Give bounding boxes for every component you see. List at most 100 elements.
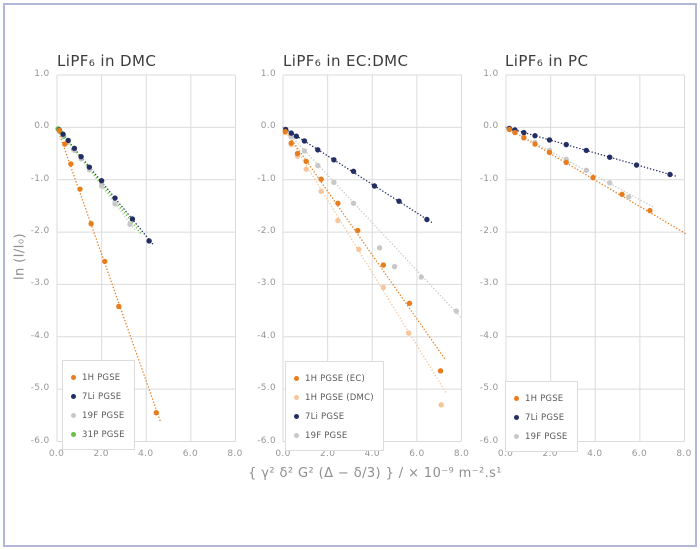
data-point: [350, 200, 357, 206]
y-tick-label: -6.0: [479, 435, 499, 446]
legend-marker-icon: [294, 433, 299, 438]
y-tick-label: 0.0: [483, 121, 499, 132]
data-point: [531, 141, 538, 147]
legend-item: 7Li PGSE: [71, 387, 125, 406]
x-axis-label: { γ² δ² G² (Δ − δ/3) } / × 10⁻⁹ m⁻².s¹: [248, 466, 502, 481]
y-tick-label: -6.0: [257, 435, 276, 446]
legend-item: 19F PGSE: [71, 406, 125, 425]
legend-item: 19F PGSE: [294, 426, 374, 445]
x-tick-label: 0.0: [497, 448, 514, 459]
data-point: [126, 221, 133, 227]
data-point: [335, 200, 341, 206]
trendline: [282, 126, 433, 223]
plot-area-pc: [504, 74, 686, 442]
legend-label: 19F PGSE: [525, 431, 568, 442]
data-point: [563, 141, 569, 148]
data-point: [506, 126, 512, 133]
data-point: [405, 330, 412, 336]
y-tick-label: -2.0: [479, 226, 499, 237]
data-point: [511, 129, 518, 136]
legend-marker-icon: [514, 434, 519, 439]
data-point: [633, 162, 639, 168]
legend-label: 7Li PGSE: [525, 412, 565, 423]
trendline: [55, 126, 142, 236]
data-point: [111, 195, 118, 201]
data-point: [301, 148, 308, 154]
y-tick-label: 0.0: [260, 121, 276, 132]
data-point: [76, 186, 83, 192]
legend-item: 1H PGSE (EC): [294, 369, 374, 388]
data-point: [418, 274, 425, 280]
y-tick-label: -4.0: [30, 330, 50, 341]
legend-marker-icon: [71, 394, 76, 399]
data-point: [335, 217, 341, 224]
data-point: [294, 150, 301, 157]
plot-area-ecdmc: [282, 74, 462, 442]
data-point: [380, 284, 387, 291]
legend-label: 19F PGSE: [82, 410, 125, 421]
data-point: [371, 183, 378, 189]
data-point: [315, 162, 321, 169]
data-point: [301, 138, 308, 144]
legend-label: 19F PGSE: [305, 430, 348, 441]
legend-marker-icon: [514, 396, 519, 401]
data-point: [111, 201, 118, 207]
data-point: [318, 176, 324, 182]
data-point: [437, 368, 444, 374]
x-tick-label: 2.0: [320, 448, 336, 459]
legend: 1H PGSE 7Li PGSE 19F PGSE: [505, 381, 578, 452]
legend-item: 31P PGSE: [71, 425, 125, 444]
trendline: [55, 126, 161, 422]
legend-label: 1H PGSE (EC): [305, 373, 366, 384]
legend-marker-icon: [71, 413, 76, 418]
legend-item: 7Li PGSE: [514, 408, 568, 427]
y-tick-label: 1.0: [34, 69, 50, 79]
data-point: [646, 207, 653, 214]
legend-label: 1H PGSE: [82, 372, 121, 383]
y-tick-label: -3.0: [257, 278, 276, 289]
data-point: [546, 137, 552, 143]
data-point: [606, 154, 612, 160]
data-point: [618, 191, 625, 198]
data-point: [520, 135, 527, 141]
trendline: [282, 126, 447, 362]
data-point: [520, 129, 527, 136]
data-point: [86, 164, 92, 170]
legend-item: 1H PGSE: [514, 389, 568, 408]
data-point: [101, 258, 107, 265]
y-tick-label: -3.0: [479, 278, 499, 289]
series-1h-pgse: [56, 127, 159, 416]
y-axis-label: ln (I/I₀): [12, 233, 28, 280]
data-point: [625, 194, 631, 200]
data-point: [380, 262, 387, 268]
data-point: [288, 130, 294, 136]
y-tick-label: -4.0: [257, 330, 276, 341]
data-point: [67, 161, 74, 167]
trendline: [55, 126, 137, 233]
y-tick-label: -1.0: [479, 173, 499, 184]
trendline: [282, 126, 448, 396]
legend-label: 7Li PGSE: [82, 391, 122, 402]
x-tick-label: 6.0: [182, 448, 198, 459]
data-point: [355, 227, 361, 234]
data-point: [293, 133, 300, 139]
x-tick-label: 0.0: [48, 448, 65, 459]
y-tick-label: -3.0: [30, 278, 50, 289]
legend-marker-icon: [294, 414, 299, 419]
legend-marker-icon: [71, 432, 76, 437]
legend: 1H PGSE (EC) 1H PGSE (DMC) 7Li PGSE 19F PGS…: [285, 361, 384, 451]
data-point: [318, 188, 324, 194]
data-point: [303, 158, 309, 165]
data-point: [331, 157, 337, 163]
data-point: [546, 149, 552, 156]
y-tick-label: -6.0: [30, 435, 50, 446]
plot-title-dmc: LiPF₆ in DMC: [57, 52, 157, 70]
y-tick-label: -1.0: [30, 173, 50, 184]
data-point: [61, 141, 68, 147]
legend-label: 1H PGSE: [525, 393, 564, 404]
trendline: [504, 126, 654, 208]
data-point: [666, 171, 673, 178]
data-point: [356, 246, 362, 253]
x-tick-label: 4.0: [138, 448, 154, 459]
